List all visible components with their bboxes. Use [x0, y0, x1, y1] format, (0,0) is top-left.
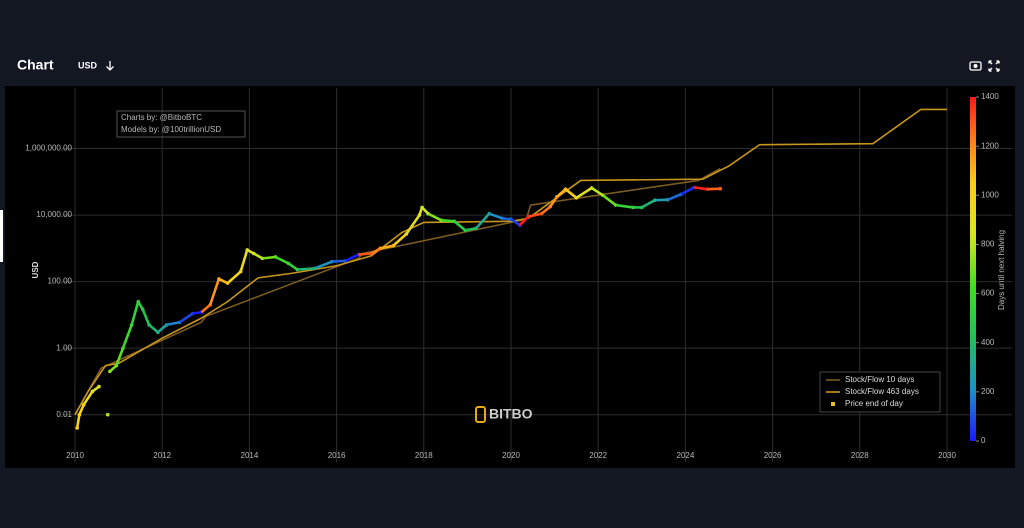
price-trace	[130, 301, 140, 326]
colorbar-tick-label: 0	[981, 436, 986, 445]
price-trace	[427, 212, 442, 222]
dropdown-arrow[interactable]	[106, 61, 114, 71]
x-tick-label: 2018	[415, 451, 433, 460]
price-trace	[314, 260, 333, 270]
price-trace	[75, 414, 81, 429]
colorbar	[970, 97, 976, 441]
y-axis-title: USD	[31, 261, 40, 278]
price-trace	[667, 193, 682, 201]
watermark-text: BITBO	[489, 406, 533, 422]
annotation: Models by: @100trillionUSD	[121, 125, 221, 134]
x-tick-label: 2016	[328, 451, 346, 460]
model-line	[74, 108, 947, 416]
price-trace	[488, 212, 503, 220]
price-trace	[549, 196, 558, 208]
price-point	[105, 412, 110, 417]
colorbar-title: Days until next halving	[997, 230, 1006, 310]
price-trace	[641, 199, 656, 209]
price-trace	[274, 255, 290, 265]
price-trace	[226, 270, 242, 285]
legend-label: Price end of day	[845, 399, 903, 408]
price-trace	[141, 308, 151, 326]
price-trace	[178, 312, 194, 324]
price-trace	[115, 347, 125, 367]
x-tick-label: 2022	[589, 451, 607, 460]
colorbar-tick-label: 1200	[981, 141, 999, 150]
annotation-box	[116, 110, 246, 138]
colorbar-tick-label: 1400	[981, 92, 999, 101]
price-trace	[379, 244, 394, 250]
edge-marker	[0, 210, 3, 262]
colorbar-tick-label: 600	[981, 289, 995, 298]
x-tick-label: 2024	[677, 451, 695, 460]
y-tick-label: 1,000,000.00	[25, 144, 72, 153]
colorbar-tick-label: 200	[981, 387, 995, 396]
x-tick-label: 2020	[502, 451, 520, 460]
price-trace	[148, 323, 159, 334]
price-trace	[392, 233, 408, 247]
price-trace	[693, 186, 708, 191]
price-trace	[590, 186, 604, 197]
x-tick-label: 2014	[241, 451, 259, 460]
price-trace	[528, 212, 542, 218]
price-trace	[441, 218, 455, 223]
price-trace	[157, 323, 168, 334]
price-point	[97, 384, 101, 389]
x-tick-label: 2028	[851, 451, 869, 460]
x-tick-label: 2012	[153, 451, 171, 460]
price-trace	[615, 203, 634, 209]
price-trace	[453, 220, 467, 232]
price-trace	[358, 252, 372, 256]
price-trace	[262, 255, 276, 260]
price-trace	[332, 259, 346, 263]
price-trace	[344, 253, 359, 263]
price-trace	[297, 267, 315, 271]
price-trace	[518, 215, 530, 227]
legend-swatch	[831, 402, 835, 406]
x-tick-label: 2030	[938, 451, 956, 460]
price-trace	[555, 188, 567, 198]
price-trace	[78, 404, 85, 416]
annotation: Charts by: @BitboBTC	[121, 113, 202, 122]
price-trace	[82, 390, 94, 406]
price-trace	[575, 186, 593, 199]
y-tick-label: 100.00	[48, 277, 73, 286]
price-trace	[239, 249, 249, 272]
y-tick-label: 0.01	[56, 410, 72, 419]
price-trace	[200, 303, 211, 314]
price-trace	[121, 324, 133, 349]
price-trace	[405, 214, 421, 235]
y-tick-label: 10,000.00	[36, 210, 72, 219]
legend-label: Stock/Flow 10 days	[845, 375, 914, 384]
watermark: BITBO	[475, 406, 533, 423]
price-trace	[208, 278, 221, 306]
price-trace	[540, 205, 552, 215]
price-trace	[166, 321, 180, 327]
price-trace	[680, 186, 695, 196]
price-trace	[475, 212, 491, 230]
price-trace	[654, 198, 669, 202]
y-tick-label: 1.00	[56, 343, 72, 352]
colorbar-tick-label: 1000	[981, 190, 999, 199]
price-point	[718, 186, 723, 191]
header-title: Chart	[17, 57, 54, 73]
colorbar-tick-label: 800	[981, 240, 995, 249]
price-trace	[564, 188, 578, 199]
price-trace	[601, 194, 617, 207]
x-tick-label: 2010	[66, 451, 84, 460]
camera-icon[interactable]	[969, 61, 982, 71]
colorbar-tick-label: 400	[981, 338, 995, 347]
x-tick-label: 2026	[764, 451, 782, 460]
currency-select[interactable]: USD	[78, 60, 98, 70]
price-trace	[464, 227, 477, 232]
legend-label: Stock/Flow 463 days	[845, 387, 919, 396]
fullscreen-icon[interactable]	[988, 60, 1000, 72]
